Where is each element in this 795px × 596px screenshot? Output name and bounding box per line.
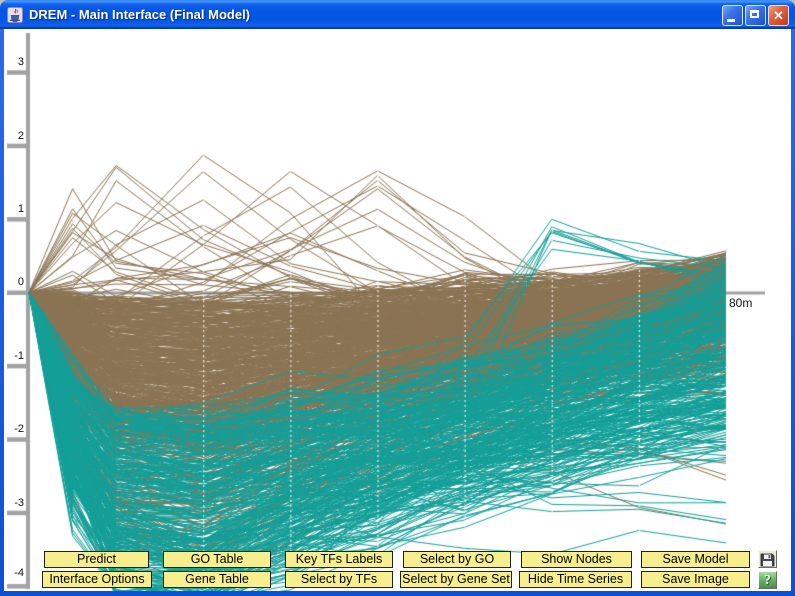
- x-axis-end-label: 80m: [729, 296, 753, 310]
- y-tick-label: 0: [17, 276, 24, 288]
- y-tick-label: -4: [14, 567, 24, 579]
- y-tick-label: -2: [14, 423, 24, 435]
- save-image-button[interactable]: Save Image: [641, 571, 750, 588]
- select-by-go-button[interactable]: Select by GO: [403, 551, 511, 568]
- y-tick-label: 1: [17, 203, 24, 215]
- show-nodes-button[interactable]: Show Nodes: [521, 551, 632, 568]
- y-tick-label: 3: [17, 56, 24, 68]
- interface-options-button[interactable]: Interface Options: [42, 571, 152, 588]
- close-icon: ✕: [773, 8, 784, 23]
- select-by-gene-set-button[interactable]: Select by Gene Set: [400, 571, 512, 588]
- maximize-button[interactable]: [745, 5, 766, 26]
- hide-time-series-button[interactable]: Hide Time Series: [519, 571, 632, 588]
- select-by-tfs-button[interactable]: Select by TFs: [285, 571, 393, 588]
- title-bar[interactable]: DREM - Main Interface (Final Model) ✕: [0, 0, 795, 29]
- save-model-button[interactable]: Save Model: [641, 551, 750, 568]
- key-tfs-labels-button[interactable]: Key TFs Labels: [285, 551, 393, 568]
- y-tick-label: 2: [17, 130, 24, 142]
- question-mark-icon: ?: [764, 572, 771, 588]
- y-tick-label: -1: [14, 350, 24, 362]
- window-controls: ✕: [722, 5, 789, 26]
- expression-timeseries-plot[interactable]: [4, 29, 791, 591]
- go-table-button[interactable]: GO Table: [163, 551, 271, 568]
- close-button[interactable]: ✕: [768, 5, 789, 26]
- window-title: DREM - Main Interface (Final Model): [29, 7, 251, 22]
- minimize-icon: [727, 19, 735, 22]
- help-button[interactable]: ?: [758, 571, 777, 589]
- maximize-icon: [750, 10, 759, 18]
- minimize-button[interactable]: [722, 5, 743, 26]
- java-coffee-cup-icon: [7, 6, 23, 23]
- gene-table-button[interactable]: Gene Table: [163, 571, 271, 588]
- predict-button[interactable]: Predict: [44, 551, 149, 568]
- floppy-disk-icon: [760, 553, 775, 566]
- save-button[interactable]: [758, 550, 777, 568]
- y-tick-label: -3: [14, 497, 24, 509]
